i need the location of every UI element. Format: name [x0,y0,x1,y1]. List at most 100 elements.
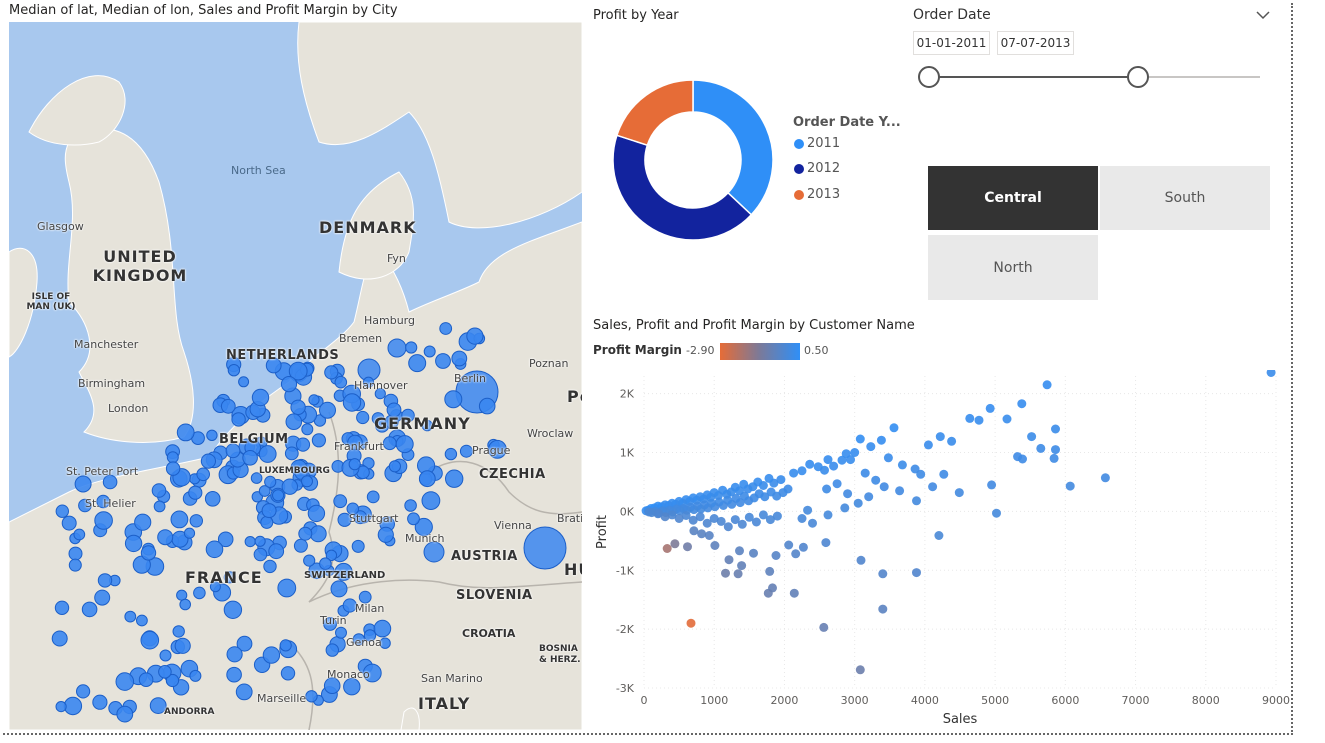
map-bubble [407,512,420,526]
scatter-point [662,544,672,553]
map-bubble [307,504,326,523]
map-bubble [157,529,174,546]
map-land-denmark [338,171,414,280]
donut-legend-item[interactable]: 2013 [794,187,840,202]
legend-dot-icon [794,138,804,149]
map-label-city: Birmingham [78,377,146,390]
map-label-city: Monaco [327,668,370,681]
map-label-city: Fyn [387,252,406,265]
x-tick-label: 2000 [770,694,798,707]
map-bubble [423,541,445,563]
region-button-central[interactable]: Central [928,166,1098,230]
legend-dot-icon [794,163,804,174]
map-bubble [78,498,92,513]
scatter-point [709,514,719,523]
date-slider-end-handle[interactable] [1127,66,1149,88]
scatter-point [912,568,921,578]
map-bubble [61,515,77,531]
scatter-point [723,522,733,532]
scatter-point [954,488,964,498]
map-bubble [295,437,311,452]
map-bubble [225,443,241,459]
map-bubble [324,365,339,380]
scatter-point [916,469,926,479]
donut-legend-item[interactable]: 2012 [794,161,840,176]
map-bubble [395,435,414,454]
map-bubble [189,669,202,682]
map-bubble [76,684,91,699]
map-bubble [116,705,134,723]
map-bubble [459,444,473,458]
date-slider-start-handle[interactable] [918,66,940,88]
map-bubble [124,534,143,553]
profit-margin-gradient [720,343,800,360]
scatter-point [681,511,691,520]
donut-chart[interactable] [593,60,793,260]
map-label-city: Stuttgart [349,512,399,525]
map-bubble [347,434,363,451]
scatter-point [813,462,823,472]
map-bubble [51,630,68,647]
map-bubble [284,446,299,461]
map-bubble [408,354,427,373]
map-label-city: Prague [472,444,511,457]
map-bubble [285,413,303,431]
map-bubble [260,515,274,529]
scatter-point [791,549,801,559]
scatter-point [883,453,893,463]
end-date-input[interactable]: 07-07-2013 [997,31,1074,55]
map-bubble [73,528,86,541]
chevron-down-icon[interactable] [1256,10,1270,20]
map-bubble [335,626,347,639]
scatter-point [897,460,907,470]
map-bubble [280,376,298,393]
city-map[interactable]: North Sea Glasgow UNITED KINGDOM ISLE OF… [9,22,582,730]
map-label-country: LUXEMBOURG [259,466,330,476]
map-bubble [140,545,157,561]
scatter-point [819,622,829,632]
map-bubble [268,543,285,560]
map-bubble [189,514,204,528]
x-tick-label: 5000 [981,694,1009,707]
map-bubble [205,540,224,559]
scatter-chart[interactable]: 0 1000 2000 3000 4000 5000 6000 7000 8000 9000 2K 1… [590,370,1290,730]
map-bubble [444,447,458,461]
map-label-sea: North Sea [231,164,286,177]
start-date-input[interactable]: 01-01-2011 [913,31,990,55]
map-bubble [235,683,253,701]
map-bubble [204,491,221,507]
map-label-country: CZECHIA [479,467,546,482]
map-bubble [68,558,82,572]
scatter-point [895,486,905,496]
map-bubble [231,412,246,427]
map-bubble [333,494,348,509]
map-bubble [309,525,327,543]
scatter-point [784,540,794,550]
scatter-point [695,512,705,522]
map-bubble [54,600,70,615]
region-button-south[interactable]: South [1100,166,1270,230]
scatter-point [821,538,831,548]
map-bubble [138,672,154,688]
map-bubble [444,390,463,409]
map-label-city: Bratislava [557,512,582,525]
donut-title: Profit by Year [593,8,679,23]
scatter-point [840,503,850,513]
scatter-point [837,455,847,465]
map-bubble [200,453,216,469]
map-label-country: CROATIA [462,627,516,640]
map-bubble [251,388,270,407]
scatter-point [843,489,853,499]
map-bubble [238,376,250,388]
scatter-point [739,491,749,501]
donut-legend-item[interactable]: 2011 [794,136,840,151]
scatter-point [829,461,839,471]
scatter-point [1049,453,1059,463]
map-bubble [281,478,298,495]
map-bubble [135,614,148,627]
map-bubble [81,601,98,618]
map-label-city: St. Helier [85,497,136,510]
map-bubble [55,504,69,518]
scatter-point [1017,399,1027,409]
region-button-north[interactable]: North [928,235,1098,300]
